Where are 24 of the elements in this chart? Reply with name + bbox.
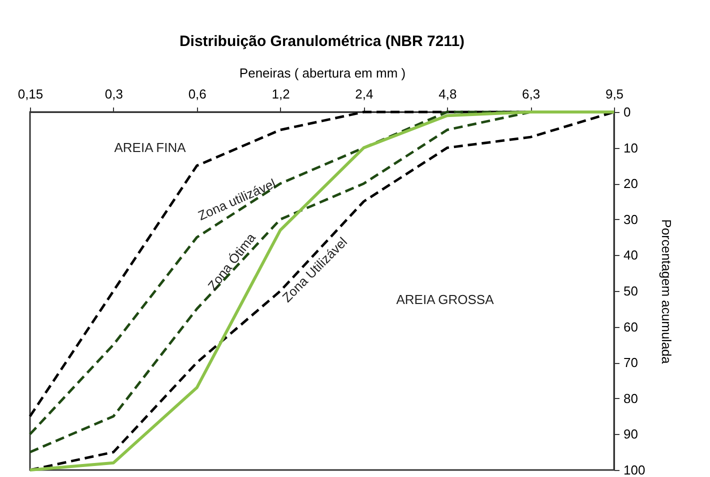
y-tick-label: 70 [624, 355, 638, 370]
annotation: AREIA FINA [114, 140, 186, 155]
x-tick-label: 9,5 [605, 86, 624, 102]
x-tick-label: 0,15 [18, 86, 44, 102]
chart-title: Distribuição Granulométrica (NBR 7211) [179, 33, 465, 50]
y-tick-label: 100 [624, 462, 646, 477]
y-tick-label: 50 [624, 284, 638, 298]
y-tick-label: 80 [624, 390, 638, 406]
y-tick-label: 60 [624, 319, 638, 334]
x-axis-title: Peneiras ( abertura em mm ) [239, 66, 406, 80]
y-tick-label: 30 [624, 212, 638, 227]
x-tick-label: 2,4 [355, 86, 374, 102]
y-tick-label: 90 [624, 426, 638, 442]
x-tick-label: 0,3 [104, 86, 123, 102]
x-tick-label: 0,6 [188, 86, 206, 102]
x-tick-label: 4,8 [438, 86, 457, 102]
y-tick-label: 0 [624, 104, 631, 120]
y-tick-label: 40 [624, 248, 638, 263]
y-axis-title: Porcentagem acumulada [659, 219, 674, 365]
x-tick-label: 1,2 [272, 86, 290, 102]
x-tick-label: 6,3 [522, 86, 540, 102]
y-tick-label: 10 [624, 140, 638, 156]
annotation: AREIA GROSSA [396, 292, 494, 307]
y-tick-label: 20 [624, 176, 638, 192]
